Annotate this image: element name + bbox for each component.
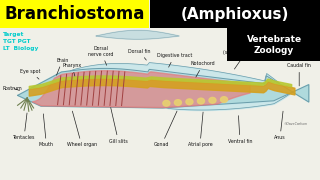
Text: Branchiostoma: Branchiostoma — [4, 5, 144, 23]
Ellipse shape — [220, 97, 228, 102]
Text: Myomeres
(segmented muscle): Myomeres (segmented muscle) — [223, 44, 273, 69]
Text: Ventral fin: Ventral fin — [228, 116, 252, 144]
Text: Wheel organ: Wheel organ — [67, 111, 97, 147]
Ellipse shape — [197, 98, 204, 104]
Text: Gonad: Gonad — [154, 111, 177, 147]
Text: Rostrum: Rostrum — [3, 86, 23, 91]
Text: Notochord: Notochord — [191, 61, 215, 77]
Ellipse shape — [186, 99, 193, 105]
Polygon shape — [18, 68, 309, 108]
Text: Pharynx: Pharynx — [62, 63, 82, 76]
Text: Dorsal fin: Dorsal fin — [128, 49, 150, 60]
Text: Mouth: Mouth — [39, 114, 54, 147]
Text: Caudal fin: Caudal fin — [287, 63, 311, 86]
Text: Dorsal
nerve cord: Dorsal nerve cord — [88, 46, 114, 65]
FancyBboxPatch shape — [150, 0, 320, 28]
Text: Eye spot: Eye spot — [20, 69, 41, 79]
Text: Tentacles: Tentacles — [13, 113, 35, 140]
Text: Target
TGT PGT
LT  Biology: Target TGT PGT LT Biology — [3, 32, 39, 51]
FancyBboxPatch shape — [227, 28, 320, 61]
Text: Gill slits: Gill slits — [109, 108, 128, 144]
FancyBboxPatch shape — [0, 0, 149, 28]
Text: Brain: Brain — [56, 58, 68, 75]
Text: Vertebrate
Zoology: Vertebrate Zoology — [247, 35, 302, 55]
Text: (Amphioxus): (Amphioxus) — [181, 6, 289, 22]
Text: ©DaveCarlson: ©DaveCarlson — [283, 122, 307, 126]
Text: Atrial pore: Atrial pore — [188, 112, 212, 147]
Ellipse shape — [174, 100, 181, 105]
Text: Digestive tract: Digestive tract — [157, 53, 192, 67]
Ellipse shape — [209, 97, 216, 103]
Ellipse shape — [163, 100, 170, 106]
Polygon shape — [96, 30, 179, 39]
Text: Anus: Anus — [274, 111, 286, 140]
